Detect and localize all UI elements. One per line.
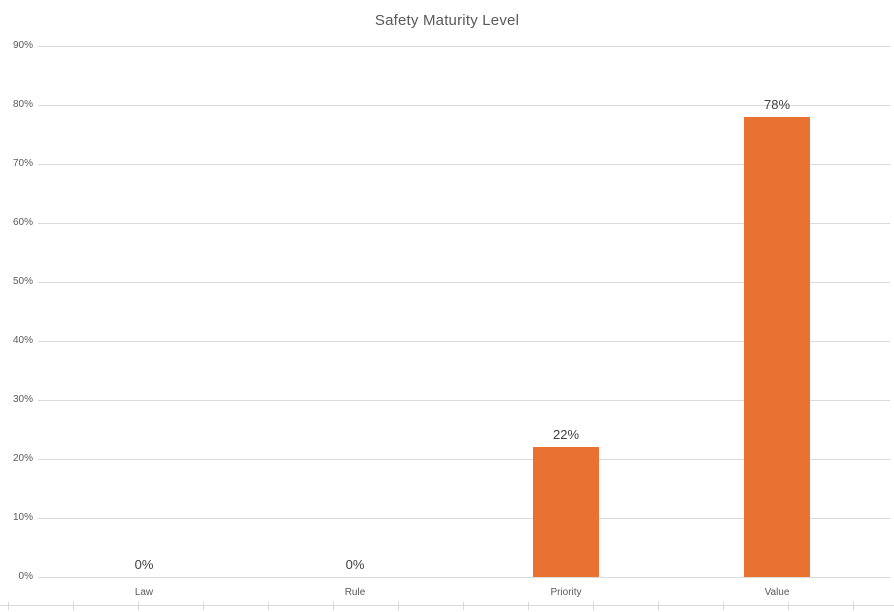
y-axis-tick-label: 20% bbox=[12, 453, 33, 464]
gridline bbox=[38, 400, 890, 401]
data-label-law: 0% bbox=[134, 557, 154, 572]
y-axis-tick-label: 30% bbox=[12, 394, 33, 405]
gridline bbox=[38, 518, 890, 519]
gridline bbox=[38, 459, 890, 460]
gridline bbox=[38, 223, 890, 224]
bottom-ruler-tick-mark bbox=[203, 602, 204, 610]
y-axis-tick-label: 90% bbox=[12, 40, 33, 51]
bottom-ruler-tick-mark bbox=[268, 602, 269, 610]
gridline bbox=[38, 46, 890, 47]
x-axis-category-label: Law bbox=[134, 587, 154, 598]
y-axis-tick-label: 80% bbox=[12, 99, 33, 110]
x-axis-category-label: Value bbox=[764, 587, 790, 598]
bottom-ruler-tick-mark bbox=[398, 602, 399, 610]
bottom-ruler-tick-mark bbox=[788, 602, 789, 610]
bottom-ruler-tick-mark bbox=[138, 602, 139, 610]
bottom-ruler-tick-mark bbox=[528, 602, 529, 610]
y-axis-tick-label: 40% bbox=[12, 335, 33, 346]
x-axis-category-label: Priority bbox=[550, 587, 582, 598]
y-axis-tick-label: 10% bbox=[12, 512, 33, 523]
data-label-priority: 22% bbox=[552, 427, 580, 442]
bar-priority bbox=[533, 447, 599, 577]
gridline bbox=[38, 577, 890, 578]
bottom-ruler-tick-mark bbox=[723, 602, 724, 610]
chart-title: Safety Maturity Level bbox=[374, 12, 520, 29]
y-axis-tick-label: 50% bbox=[12, 276, 33, 287]
y-axis-tick-label: 70% bbox=[12, 158, 33, 169]
gridline bbox=[38, 105, 890, 106]
data-label-rule: 0% bbox=[345, 557, 365, 572]
y-axis-tick-label: 60% bbox=[12, 217, 33, 228]
bottom-ruler-tick-mark bbox=[658, 602, 659, 610]
bottom-ruler-tick-mark bbox=[8, 602, 9, 610]
x-axis-category-label: Rule bbox=[344, 587, 366, 598]
bottom-ruler-tick-mark bbox=[853, 602, 854, 610]
gridline bbox=[38, 282, 890, 283]
bottom-ruler-tick-mark bbox=[463, 602, 464, 610]
y-axis-tick-label: 0% bbox=[18, 571, 33, 582]
bar-value bbox=[744, 117, 810, 577]
bottom-ruler-line bbox=[0, 605, 894, 606]
gridline bbox=[38, 341, 890, 342]
bottom-ruler-tick-mark bbox=[593, 602, 594, 610]
data-label-value: 78% bbox=[763, 97, 791, 112]
gridline bbox=[38, 164, 890, 165]
bottom-ruler-tick-mark bbox=[73, 602, 74, 610]
bottom-ruler-tick-mark bbox=[333, 602, 334, 610]
